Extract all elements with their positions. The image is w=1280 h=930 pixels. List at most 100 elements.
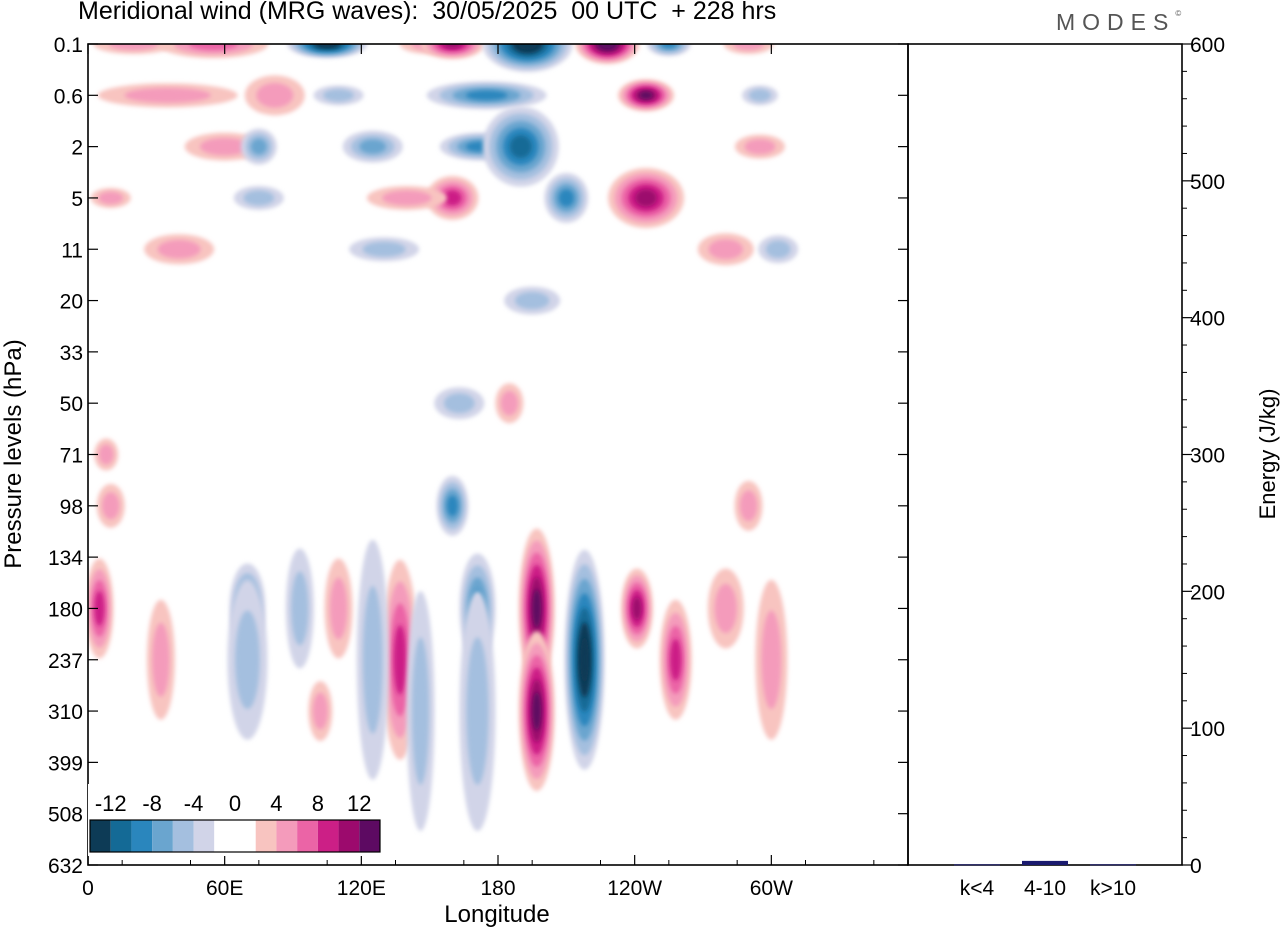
contour-blob [518,44,538,50]
contour-blob [733,44,764,51]
contour-blob [235,610,260,709]
colorbar-swatch [276,820,298,852]
energy-frame [907,43,1183,866]
colorbar-label: -8 [142,791,162,816]
contour-blob [465,90,508,101]
x-tick-label: 180 [480,877,515,900]
colorbar-frame [89,819,381,853]
brand-mark: © [1175,9,1182,18]
contour-blob [639,91,653,100]
y-tick-label: 399 [48,752,83,775]
colorbar-label: 8 [312,791,324,816]
x-tick-label: 120W [607,877,662,900]
energy-axis: 0 100 200 300 400 500 600 [1182,34,1225,878]
energy-axis-label: Energy (J/kg) [1255,389,1280,520]
x-tick-label: 120E [337,877,386,900]
y-tick-label: 98 [60,496,83,519]
y-tick-label: 71 [60,445,83,468]
colorbar-swatch [297,820,318,852]
contour-field [88,44,799,832]
contour-blob [382,190,432,206]
energy-bars [954,860,1136,866]
x-axis: 0 60E 120E 180 120W 60W [82,44,875,900]
colorbar-swatch [214,820,235,852]
contour-blob [580,636,589,683]
contour-blob [466,637,489,785]
contour-blob [443,44,462,49]
contour-blob [291,571,309,646]
energy-tick-label: 600 [1190,34,1225,57]
energy-category-axis: k<4 4-10 k>10 [960,877,1136,900]
contour-blob [411,637,430,785]
contour-blob [500,390,519,416]
energy-tick-label: 300 [1190,445,1225,468]
energy-tick-label: 200 [1190,581,1225,604]
x-axis-label: Longitude [444,901,549,928]
contour-blob [124,87,211,103]
energy-category-label: k>10 [1090,877,1136,900]
y-tick-label: 11 [61,239,83,262]
contour-blob [744,139,776,155]
contour-blob [635,189,657,207]
contour-blob [362,585,383,734]
contour-blob [514,291,550,310]
contour-blob [443,190,462,206]
y-tick-label: 50 [60,393,83,416]
contour-blob [661,44,677,49]
energy-panel: 0 100 200 300 400 500 600 k<4 4-10 k>10 Energy (… [907,34,1280,900]
energy-bar [954,864,1000,866]
colorbar-swatch [90,820,111,852]
contour-blob [94,591,105,626]
contour-blob [108,44,159,51]
contour-blob [359,139,387,154]
x-tick-label: 60E [206,877,243,900]
y-axis-label: Pressure levels (hPa) [0,339,27,568]
y-tick-label: 310 [48,701,83,724]
colorbar-label: 4 [270,791,282,816]
contour-blob [748,89,772,102]
colorbar-swatch [131,820,153,852]
contour-blob [765,240,791,258]
y-tick-label: 5 [71,188,83,211]
brand-name: MODES [1056,9,1176,35]
contour-blob [532,691,542,731]
colorbar-label: 0 [229,791,241,816]
contour-blob [532,589,542,628]
contour-blob [739,490,758,522]
energy-category-label: k<4 [960,877,995,900]
chart-title: Meridional wind (MRG waves): 30/05/2025 … [78,0,777,25]
colorbar-swatch [317,820,339,852]
contour-blob [714,583,737,634]
energy-category-label: 4-10 [1024,877,1066,900]
colorbar-label: -4 [184,791,204,816]
energy-tick-label: 100 [1190,718,1225,741]
colorbar-swatch [235,820,256,852]
colorbar-swatch [338,820,360,852]
contour-blob [312,692,328,730]
energy-tick-label: 500 [1190,171,1225,194]
contour-blob [188,44,238,51]
colorbar-swatch [152,820,173,852]
contour-blob [558,189,574,207]
colorbar-swatch [359,820,380,852]
contour-blob [761,610,782,709]
colorbar-swatch [193,820,215,852]
contour-blob [102,492,120,520]
contour-blob [98,444,114,465]
y-tick-label: 2 [71,137,83,160]
x-tick-label: 60W [750,877,793,900]
y-tick-label: 33 [60,342,83,365]
energy-bar [1022,860,1068,865]
contour-blob [323,89,354,102]
energy-tick-label: 400 [1190,308,1225,331]
contour-blob [362,241,406,257]
energy-tick-label: 0 [1190,855,1202,878]
y-tick-label: 20 [60,291,83,314]
y-tick-label: 180 [48,598,83,621]
contour-blob [250,138,267,155]
colorbar-swatch [110,820,132,852]
contour-blob [443,393,475,414]
contour-blob [98,191,124,205]
contour-blob [243,190,275,206]
